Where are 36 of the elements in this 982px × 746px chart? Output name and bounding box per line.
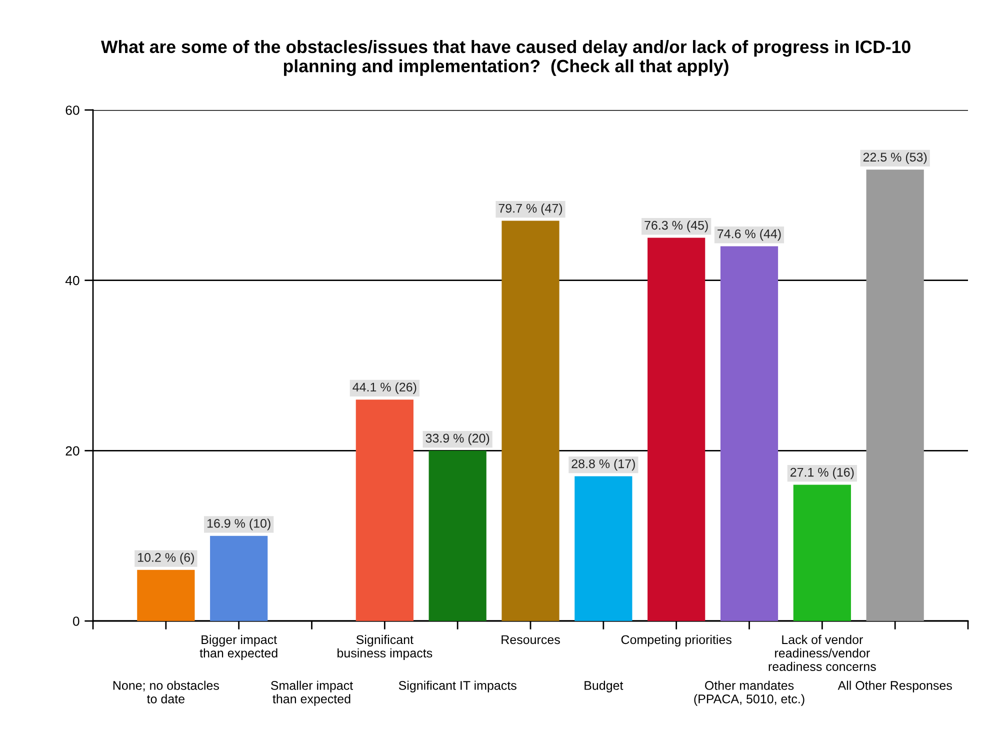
x-tick-label: Lack of vendor readiness/vendor readiness concerns [768, 634, 876, 671]
x-tick-label: Bigger impact than expected [200, 634, 278, 660]
data-label: 44.1 % (26) [352, 382, 416, 394]
data-label: 76.3 % (45) [644, 220, 708, 232]
y-tick-label: 60 [66, 106, 80, 115]
bar [356, 400, 414, 621]
bar [210, 536, 268, 621]
x-tick-label: Other mandates (PPACA, 5010, etc.) [694, 680, 804, 706]
y-tick-label: 0 [72, 616, 80, 626]
y-tick-label: 20 [66, 446, 80, 456]
bar [502, 220, 560, 621]
chart-title: What are some of the obstacles/issues that have caused delay and/or lack of progress in ICD-10 planning and implementation? (Check all that apply) [100, 40, 910, 76]
bar [137, 570, 195, 621]
data-label: 16.9 % (10) [207, 518, 270, 530]
bar [648, 238, 706, 621]
data-label: 74.6 % (44) [718, 229, 781, 241]
data-label: 22.5 % (53) [863, 152, 927, 164]
x-tick-label: None; no obstacles to date [113, 680, 219, 704]
x-tick-label: Competing priorities [621, 634, 732, 647]
x-tick-label: Significant IT impacts [398, 680, 516, 692]
x-tick-label: Budget [584, 680, 624, 692]
data-label: 27.1 % (16) [790, 468, 854, 480]
bar [574, 476, 632, 621]
y-tick-label: 40 [65, 276, 80, 286]
x-tick-label: Resources [502, 635, 560, 644]
data-label: 33.9 % (20) [426, 433, 490, 446]
data-label: 10.2 % (6) [138, 552, 194, 564]
bar [866, 170, 924, 621]
data-label: 79.7 % (47) [498, 204, 562, 216]
x-tick-label: Smaller impact than expected [270, 680, 353, 706]
x-tick-label: Significant business impacts [338, 634, 432, 660]
bar [428, 450, 486, 621]
x-tick-label: All Other Responses [838, 680, 952, 692]
bar [720, 246, 778, 621]
bar [793, 484, 851, 621]
data-label: 28.8 % (17) [572, 459, 635, 471]
